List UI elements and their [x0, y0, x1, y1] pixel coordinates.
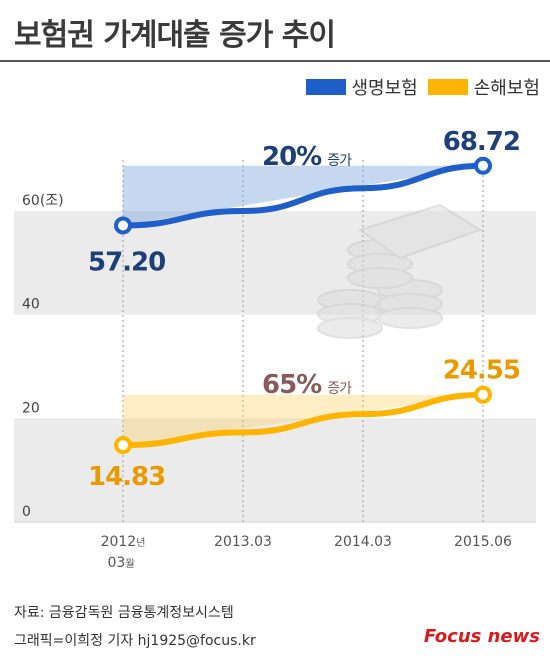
growth-label: 20% 증가: [262, 142, 352, 172]
source-note: 자료: 금융감독원 금융통계정보시스템: [14, 605, 234, 621]
legend-swatch-life: [305, 79, 346, 95]
x-tick-label: 2014.03: [334, 534, 392, 550]
banknote-shape: [357, 203, 483, 260]
legend: 생명보험 손해보험: [305, 74, 540, 100]
coin-shape: [347, 267, 413, 289]
legend-item-life: 생명보험: [305, 74, 418, 100]
y-tick-label: 40: [22, 297, 40, 313]
data-label-start: 14.83: [88, 462, 165, 492]
coins-watermark: [317, 203, 483, 339]
coin-shape: [377, 307, 443, 329]
data-label-end: 68.72: [443, 127, 520, 157]
data-point-marker: [474, 156, 492, 175]
y-tick-label: 20: [22, 400, 40, 416]
x-tick-sub-suffix: 월: [125, 558, 134, 570]
title-rule: [0, 60, 550, 62]
growth-suffix: 증가: [327, 153, 352, 169]
legend-label-life: 생명보험: [351, 78, 418, 99]
data-point-marker: [114, 216, 132, 235]
x-tick-suffix: 년: [136, 537, 145, 549]
growth-area-1: [123, 394, 483, 446]
growth-suffix: 증가: [327, 381, 352, 397]
legend-swatch-nonlife: [427, 79, 468, 95]
coin-shape: [317, 317, 383, 339]
x-tick-label: 2012년: [101, 534, 146, 550]
legend-item-nonlife: 손해보험: [427, 74, 540, 100]
credit-note: 그래픽=이희정 기자 hj1925@focus.kr: [14, 633, 256, 649]
legend-label-nonlife: 손해보험: [473, 78, 540, 99]
band-0-20: [14, 418, 536, 522]
series-line-1: [120, 391, 486, 449]
data-label-end: 24.55: [443, 356, 520, 386]
chart-title: 보험권 가계대출 증가 추이: [14, 18, 336, 53]
data-label-start: 57.20: [88, 248, 165, 278]
x-tick-sublabel: 03월: [107, 555, 134, 571]
x-tick-label: 2015.06: [454, 534, 512, 550]
data-point-marker: [474, 385, 492, 404]
series-line-0: [120, 162, 486, 229]
publisher-logo: Focus news: [423, 626, 540, 647]
growth-label: 65% 증가: [262, 370, 352, 400]
y-tick-label: 0: [22, 504, 31, 520]
x-tick-label: 2013.03: [214, 534, 272, 550]
data-point-marker: [114, 436, 132, 455]
y-tick-label: 60(조): [22, 193, 64, 209]
